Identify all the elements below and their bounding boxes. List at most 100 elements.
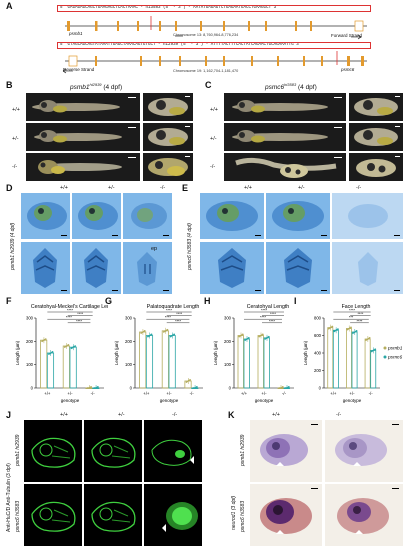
- bar-psmb1: [257, 335, 264, 389]
- significance-label: ****: [270, 312, 276, 316]
- data-point-psmc6: [267, 335, 270, 338]
- data-point-psmc6: [96, 386, 99, 388]
- y-axis-label: Length (µm): [114, 340, 119, 365]
- bar-psmc6: [145, 335, 154, 389]
- image-c-het-whole: [224, 123, 346, 151]
- data-point-psmb1: [44, 338, 47, 341]
- y-tick-label: 300: [224, 316, 232, 321]
- gene-name-psmc6: psmc6: [341, 67, 355, 72]
- genotype-hom-e: -/-: [356, 185, 362, 191]
- panel-label-i: I: [294, 296, 297, 306]
- image-b-het-head: [143, 123, 193, 151]
- genotype-wt-k: +/+: [272, 412, 280, 418]
- data-point-psmb1: [331, 325, 334, 328]
- image-d-het-lateral: [72, 193, 121, 239]
- gene-track-psmb1: [65, 16, 367, 40]
- x-axis-label: genotype: [160, 398, 179, 403]
- significance-label: ****: [66, 316, 72, 320]
- x-axis-label: genotype: [61, 398, 80, 403]
- significance-label: ****: [76, 319, 82, 323]
- chart-title: Ceratohyal-Meckel's Cartilage Length: [31, 304, 108, 310]
- chromosome-psmb1: Chromosome 13: 8,760,964-8,776,234: [173, 33, 239, 37]
- x-tick-label: +/+: [241, 391, 248, 396]
- panel-label-a: A: [6, 1, 13, 11]
- image-e-het-lateral: [266, 193, 330, 239]
- genotype-hom-c: -/-: [210, 164, 216, 170]
- legend-label-psmc6: psmc6: [387, 355, 402, 361]
- strand-psmb1: Forward Strand: [331, 33, 363, 38]
- strand-psmc6: Reverse Strand: [63, 67, 95, 72]
- image-c-het-head: [349, 123, 403, 151]
- bar-psmb1: [364, 338, 371, 389]
- bar-psmc6: [168, 335, 176, 389]
- bar-psmb1: [327, 327, 334, 389]
- genotype-wt-c: +/+: [210, 107, 218, 113]
- legend-marker-psmb1: [383, 346, 387, 350]
- image-e-het-ventral: [266, 242, 330, 294]
- x-tick-label: -/-: [369, 391, 374, 396]
- y-tick-label: 0: [229, 386, 232, 391]
- image-e-hom-lateral: [332, 193, 403, 239]
- image-e-wt-lateral: [200, 193, 264, 239]
- data-point-psmb1: [143, 330, 146, 332]
- genotype-hom-k: -/-: [336, 412, 342, 418]
- bar-psmb1: [237, 335, 244, 389]
- chart-title: Face Length: [342, 304, 371, 310]
- x-tick-label: +/-: [166, 391, 172, 396]
- y-tick-label: 0: [319, 386, 322, 391]
- panel-j-row2-label: psmc6 hi3583: [15, 500, 21, 532]
- panel-a: 5' GAGAGAGCAGCTGAAGAGCTCACTAAAC - hi3583…: [55, 4, 377, 76]
- y-axis-label: Length (µm): [303, 340, 308, 365]
- gene-name-psmb1: psmb1: [69, 31, 83, 36]
- bar-psmb1: [161, 330, 169, 389]
- data-point-psmc6: [247, 337, 250, 339]
- significance-label: ****: [77, 312, 83, 316]
- y-axis-label: Length (µm): [15, 340, 20, 365]
- data-point-psmc6: [195, 386, 198, 388]
- y-axis-label: Length (µm): [213, 340, 218, 365]
- x-tick-label: +/+: [143, 391, 150, 396]
- image-c-wt-whole: [224, 93, 346, 121]
- y-tick-label: 300: [125, 316, 133, 321]
- image-e-wt-ventral: [200, 242, 264, 294]
- image-b-hom-whole: [26, 153, 140, 181]
- chart-i: Face Length 0 200 400 600 800 Length (µm) +/+ +/…: [303, 304, 403, 403]
- significance-label: ****: [357, 319, 363, 323]
- panel-b-title: psmb1hi2939 (4 dpf): [70, 82, 123, 92]
- x-tick-label: -/-: [91, 391, 96, 396]
- image-j-hom-row2: [144, 484, 202, 546]
- image-b-het-whole: [26, 123, 140, 151]
- genotype-het-b: +/-: [12, 136, 19, 142]
- data-point-psmc6: [337, 328, 339, 331]
- image-j-hom-row1: [144, 420, 202, 482]
- y-tick-label: 400: [314, 351, 322, 356]
- image-d-hom-lateral: [123, 193, 172, 239]
- image-k-wt-row2: [250, 484, 322, 546]
- image-c-hom-head: [349, 153, 403, 181]
- genotype-het-d: +/-: [108, 185, 115, 191]
- data-point-psmb1: [67, 344, 70, 346]
- panel-label-e: E: [182, 183, 189, 193]
- data-point-psmc6: [51, 351, 54, 353]
- genotype-wt-e: +/+: [244, 185, 252, 191]
- data-point-psmb1: [241, 333, 244, 336]
- panel-k-row2-label: psmc6 hi3583: [240, 500, 246, 532]
- x-tick-label: -/-: [282, 391, 287, 396]
- chart-h: Ceratohyal Length 0 100 200 300 Length (µm) +/…: [213, 304, 294, 403]
- x-tick-label: +/-: [261, 391, 267, 396]
- genotype-hom-b: -/-: [12, 164, 18, 170]
- bar-psmb1: [62, 345, 70, 389]
- data-point-psmc6: [287, 386, 290, 388]
- x-axis-label: genotype: [255, 398, 274, 403]
- panel-label-g: G: [105, 296, 113, 306]
- y-tick-label: 0: [130, 386, 133, 391]
- chart-title: Ceratohyal Length: [247, 304, 290, 310]
- data-point-psmb1: [166, 328, 169, 331]
- panel-label-k: K: [228, 410, 235, 420]
- data-point-psmb1: [90, 386, 92, 388]
- panel-label-b: B: [6, 80, 13, 90]
- bar-psmc6: [69, 346, 77, 389]
- panel-k-side-label: neurod1 (3 dpf): [231, 495, 237, 530]
- panel-label-d: D: [6, 183, 13, 193]
- panel-label-f: F: [6, 296, 12, 306]
